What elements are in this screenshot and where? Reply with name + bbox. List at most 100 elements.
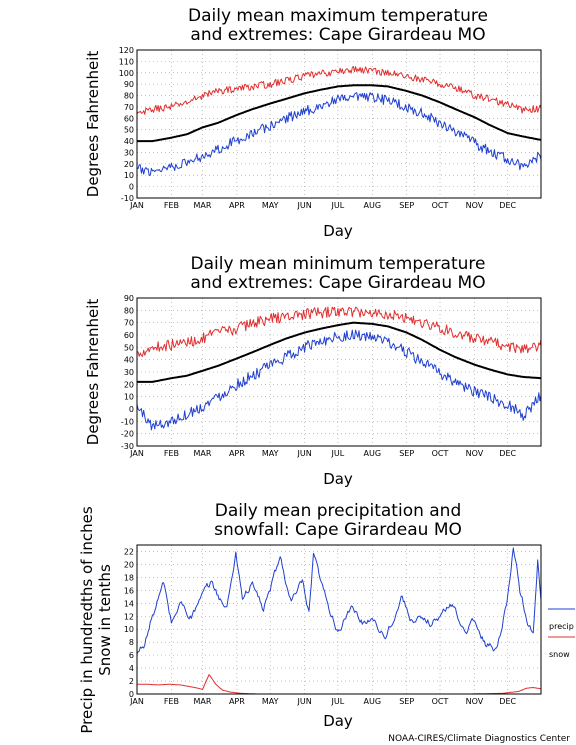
x-tick-label-jan: JAN (129, 449, 144, 458)
x-tick-label-apr: APR (229, 449, 245, 458)
y-tick-label: 30 (124, 368, 134, 377)
y-tick-label: 40 (124, 356, 134, 365)
x-tick-label-dec: DEC (499, 697, 516, 706)
x-tick-label-aug: AUG (364, 201, 382, 210)
y-tick-label: 10 (124, 171, 134, 180)
x-tick-label-feb: FEB (164, 201, 179, 210)
x-tick-label-oct: OCT (432, 449, 449, 458)
x-tick-label-jan: JAN (129, 697, 144, 706)
chart-precipitation: Daily mean precipitation and snowfall: C… (78, 501, 575, 734)
y-tick-label: 2 (129, 677, 134, 686)
series-lines (136, 65, 542, 176)
series-lines (136, 547, 542, 695)
series-line-min-extreme (136, 329, 542, 431)
y-tick-label: 90 (124, 294, 134, 303)
x-tick-label-aug: AUG (364, 697, 382, 706)
series-line-mean (137, 84, 542, 143)
x-tick-label-jan: JAN (129, 201, 144, 210)
x-tick-labels: JAN FEB MAR APR MAY JUN JUL AUG SEP OCT NOV DEC (129, 697, 516, 706)
y-tick-label: 80 (124, 306, 134, 315)
grid-lines (136, 50, 541, 198)
y-tick-label: 4 (129, 664, 134, 673)
legend: precip snow (548, 608, 575, 659)
series-line-max-extreme (136, 65, 542, 115)
x-tick-label-apr: APR (229, 201, 245, 210)
grid-lines (136, 298, 541, 446)
x-tick-label-sep: SEP (399, 449, 414, 458)
chart-title-line-1: Daily mean minimum temperature (191, 254, 486, 274)
y-tick-label: 70 (124, 103, 134, 112)
y-tick-label: 20 (124, 160, 134, 169)
y-tick-labels: -30 -20 -10 0 10 20 30 40 50 60 70 80 90 (121, 294, 134, 451)
plot-frame (136, 49, 542, 199)
y-tick-label: 120 (119, 46, 134, 55)
x-tick-label-oct: OCT (432, 697, 449, 706)
x-tick-label-feb: FEB (164, 697, 179, 706)
x-tick-label-sep: SEP (399, 697, 414, 706)
x-tick-label-apr: APR (229, 697, 245, 706)
y-tick-label: -20 (121, 430, 134, 439)
x-tick-label-jul: JUL (331, 697, 345, 706)
x-tick-label-may: MAY (262, 449, 279, 458)
y-tick-label: 50 (124, 343, 134, 352)
x-tick-label-oct: OCT (432, 201, 449, 210)
chart-max-temperature: Daily mean maximum temperature and extre… (84, 6, 542, 240)
y-tick-label: 22 (124, 547, 134, 556)
y-axis-label: Degrees Fahrenheit (84, 299, 102, 446)
y-tick-label: 100 (119, 69, 134, 78)
y-tick-label: 90 (124, 80, 134, 89)
x-axis-label: Day (323, 470, 353, 488)
series-line-precip (136, 547, 542, 655)
x-tick-label-mar: MAR (194, 449, 212, 458)
plot-frame (136, 297, 542, 447)
x-axis-label: Day (323, 222, 353, 240)
chart-title-line-2: snowfall: Cape Girardeau MO (214, 520, 462, 540)
x-tick-label-feb: FEB (164, 449, 179, 458)
y-tick-labels: 0 2 4 6 8 10 12 14 16 18 20 22 (124, 547, 134, 699)
x-tick-label-dec: DEC (499, 449, 516, 458)
legend-snow-label: snow (549, 650, 570, 659)
y-tick-label: 80 (124, 92, 134, 101)
x-tick-label-jun: JUN (296, 201, 311, 210)
y-tick-label: 0 (129, 405, 134, 414)
y-tick-label: 60 (124, 114, 134, 123)
y-axis-label: Degrees Fahrenheit (84, 51, 102, 198)
series-line-min-extreme (136, 92, 542, 176)
x-tick-label-jun: JUN (296, 697, 311, 706)
y-tick-label: 0 (129, 690, 134, 699)
x-tick-label-jul: JUL (331, 201, 345, 210)
grid-lines (136, 545, 541, 694)
legend-precip-label: precip (549, 622, 574, 631)
y-tick-label: 50 (124, 126, 134, 135)
x-tick-label-mar: MAR (194, 201, 212, 210)
y-tick-label: 18 (124, 573, 134, 582)
x-axis-label: Day (323, 712, 353, 730)
x-tick-label-aug: AUG (364, 449, 382, 458)
x-tick-label-dec: DEC (499, 201, 516, 210)
y-tick-label: 6 (129, 651, 134, 660)
y-tick-label: 60 (124, 331, 134, 340)
x-tick-label-nov: NOV (466, 201, 484, 210)
x-tick-labels: JAN FEB MAR APR MAY JUN JUL AUG SEP OCT NOV DEC (129, 201, 516, 210)
y-tick-label: 16 (124, 586, 134, 595)
y-tick-label: -30 (121, 442, 134, 451)
y-tick-label: 8 (129, 638, 134, 647)
x-tick-label-may: MAY (262, 201, 279, 210)
y-tick-label: 20 (124, 380, 134, 389)
y-axis-label-line-2: Snow in tenths (96, 564, 114, 676)
y-tick-label: 20 (124, 560, 134, 569)
plot-frame (136, 544, 542, 695)
y-tick-label: -10 (121, 194, 134, 203)
x-tick-labels: JAN FEB MAR APR MAY JUN JUL AUG SEP OCT NOV DEC (129, 449, 516, 458)
chart-title-line-2: and extremes: Cape Girardeau MO (190, 273, 485, 293)
series-line-max-extreme (136, 306, 542, 357)
y-tick-label: 110 (119, 57, 134, 66)
chart-title-line-2: and extremes: Cape Girardeau MO (190, 25, 485, 45)
x-tick-label-may: MAY (262, 697, 279, 706)
series-line-mean (137, 321, 542, 383)
x-tick-label-jul: JUL (331, 449, 345, 458)
credit-footer: NOAA-CIRES/Climate Diagnostics Center (388, 734, 570, 744)
chart-title-line-1: Daily mean precipitation and (215, 501, 462, 521)
series-lines (136, 306, 542, 431)
